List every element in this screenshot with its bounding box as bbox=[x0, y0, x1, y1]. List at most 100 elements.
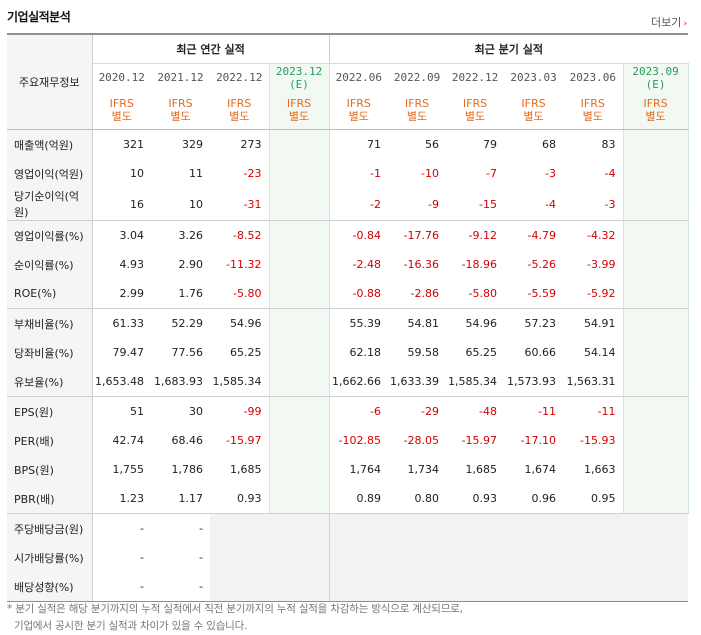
period-date: 2023.06 bbox=[563, 64, 623, 92]
table-cell: 0.93 bbox=[210, 484, 269, 514]
table-cell: -99 bbox=[243, 405, 262, 418]
basis-label: 별도 bbox=[229, 110, 250, 123]
ifrs-basis: IFRS 별도 bbox=[622, 91, 689, 130]
ifrs-label: IFRS bbox=[643, 97, 668, 110]
table-cell: - bbox=[140, 551, 144, 564]
table-cell bbox=[268, 455, 330, 484]
table-cell: -11 bbox=[597, 405, 616, 418]
table-cell: 1,563.31 bbox=[563, 367, 624, 397]
table-cell bbox=[622, 129, 689, 159]
row-label: BPS(원) bbox=[7, 455, 93, 484]
table-row: ROE(%) 2.99 1.76 -5.80 -0.88 -2.86 -5.80 -5.59-… bbox=[7, 279, 689, 309]
table-cell: 273 bbox=[240, 138, 262, 151]
row-label: 매출액(억원) bbox=[7, 129, 93, 159]
table-cell bbox=[328, 513, 389, 543]
table-cell bbox=[268, 484, 330, 514]
row-label: 순이익률(%) bbox=[7, 250, 93, 279]
table-cell: -2 bbox=[328, 188, 389, 221]
table-row: 배당성향(%) - - bbox=[7, 572, 689, 602]
table-cell bbox=[622, 279, 689, 309]
table-cell: 1,633.39 bbox=[388, 367, 447, 397]
ifrs-label: IFRS bbox=[580, 97, 605, 110]
table-cell: 1,683.93 bbox=[151, 367, 210, 397]
ifrs-label: IFRS bbox=[227, 97, 252, 110]
table-cell: -15 bbox=[446, 188, 505, 221]
table-cell: 83 bbox=[601, 138, 616, 151]
table-row: BPS(원) 1,755 1,786 1,685 1,764 1,734 1,685 1,67… bbox=[7, 455, 689, 484]
table-row: 부채비율(%) 61.33 52.29 54.96 55.39 54.81 54.96 57.… bbox=[7, 308, 689, 338]
table-cell: 1.76 bbox=[151, 279, 210, 309]
table-cell: -5.59 bbox=[504, 279, 564, 309]
table-cell: 10 bbox=[151, 188, 210, 221]
table-cell bbox=[269, 543, 330, 572]
table-cell bbox=[623, 513, 689, 543]
table-cell bbox=[623, 572, 689, 602]
ifrs-label: IFRS bbox=[286, 97, 312, 110]
table-cell: - bbox=[199, 522, 203, 535]
period-date: 2022.12 bbox=[210, 64, 269, 92]
row-label: 시가배당률(%) bbox=[7, 543, 93, 572]
table-cell: 1,663 bbox=[584, 463, 616, 476]
table-cell bbox=[269, 572, 330, 602]
table-cell: 1,674 bbox=[524, 463, 557, 476]
table-cell bbox=[328, 572, 389, 602]
table-cell bbox=[563, 543, 624, 572]
period-date-text: 2022.12 bbox=[451, 71, 499, 84]
table-cell: 30 bbox=[189, 405, 203, 418]
table-cell: 54.14 bbox=[584, 346, 616, 359]
table-cell bbox=[268, 220, 330, 250]
table-cell: -3 bbox=[563, 188, 624, 221]
table-cell bbox=[268, 250, 330, 279]
period-date: 2022.06 bbox=[328, 63, 389, 91]
table-cell: 321 bbox=[123, 138, 144, 151]
row-label: 부채비율(%) bbox=[7, 308, 93, 338]
table-cell: -28.05 bbox=[403, 434, 440, 447]
table-cell bbox=[622, 338, 689, 367]
table-row: 순이익률(%) 4.93 2.90 -11.32 -2.48 -16.36 -18.96 -5… bbox=[7, 250, 689, 279]
table-cell: -9 bbox=[388, 188, 447, 221]
table-cell: 1,786 bbox=[171, 463, 204, 476]
table-cell: 1,685 bbox=[230, 463, 262, 476]
table-cell bbox=[446, 543, 505, 572]
table-cell: -11.32 bbox=[226, 258, 262, 271]
table-cell: 2.90 bbox=[178, 258, 204, 271]
table-cell bbox=[210, 513, 269, 543]
period-date-text: 2023.09 bbox=[632, 64, 679, 78]
period-date-text: 2022.06 bbox=[335, 71, 382, 84]
period-date: 2023.12 (E) bbox=[268, 63, 330, 91]
table-cell: -15.97 bbox=[461, 434, 498, 447]
table-cell: 61.33 bbox=[112, 317, 145, 330]
table-cell: - bbox=[140, 522, 144, 535]
ifrs-basis: IFRS 별도 bbox=[151, 91, 210, 130]
basis-label: 별도 bbox=[406, 110, 428, 123]
table-row: 당기순이익(억원) 16 10 -31 -2 -9 -15 -4 -3 bbox=[7, 188, 689, 221]
table-cell: 0.80 bbox=[388, 484, 447, 514]
table-cell: 71 bbox=[328, 129, 389, 159]
table-cell bbox=[622, 455, 689, 484]
table-row: PER(배) 42.74 68.46 -15.97 -102.85 -28.05 -15.9… bbox=[7, 426, 689, 455]
table-cell: 3.26 bbox=[178, 229, 204, 242]
table-cell bbox=[504, 513, 564, 543]
table-cell: - bbox=[151, 572, 210, 602]
more-link[interactable]: 더보기 › bbox=[651, 14, 687, 30]
table-cell bbox=[268, 338, 330, 367]
row-label: EPS(원) bbox=[7, 396, 93, 426]
table-cell: 1,573.93 bbox=[504, 367, 564, 397]
table-cell: 54.96 bbox=[230, 317, 262, 330]
ifrs-label: IFRS bbox=[404, 97, 430, 110]
table-cell: 68.46 bbox=[171, 434, 204, 447]
table-cell: -2.86 bbox=[388, 279, 447, 309]
table-cell: -10 bbox=[421, 167, 440, 180]
table-row: 매출액(억원) 321 329 273 71 56 79 68 83 bbox=[7, 129, 689, 159]
quarter-group-header: 최근 분기 실적 bbox=[328, 33, 689, 64]
table-cell: 56 bbox=[425, 138, 440, 151]
table-cell: 54.81 bbox=[407, 317, 440, 330]
ifrs-basis: IFRS 별도 bbox=[268, 91, 330, 130]
table-cell bbox=[269, 513, 330, 543]
table-cell: 11 bbox=[189, 167, 203, 180]
table-cell: -6 bbox=[328, 396, 389, 426]
ifrs-label: IFRS bbox=[521, 97, 546, 110]
table-cell bbox=[622, 484, 689, 514]
table-cell bbox=[268, 188, 330, 221]
table-cell bbox=[563, 572, 624, 602]
